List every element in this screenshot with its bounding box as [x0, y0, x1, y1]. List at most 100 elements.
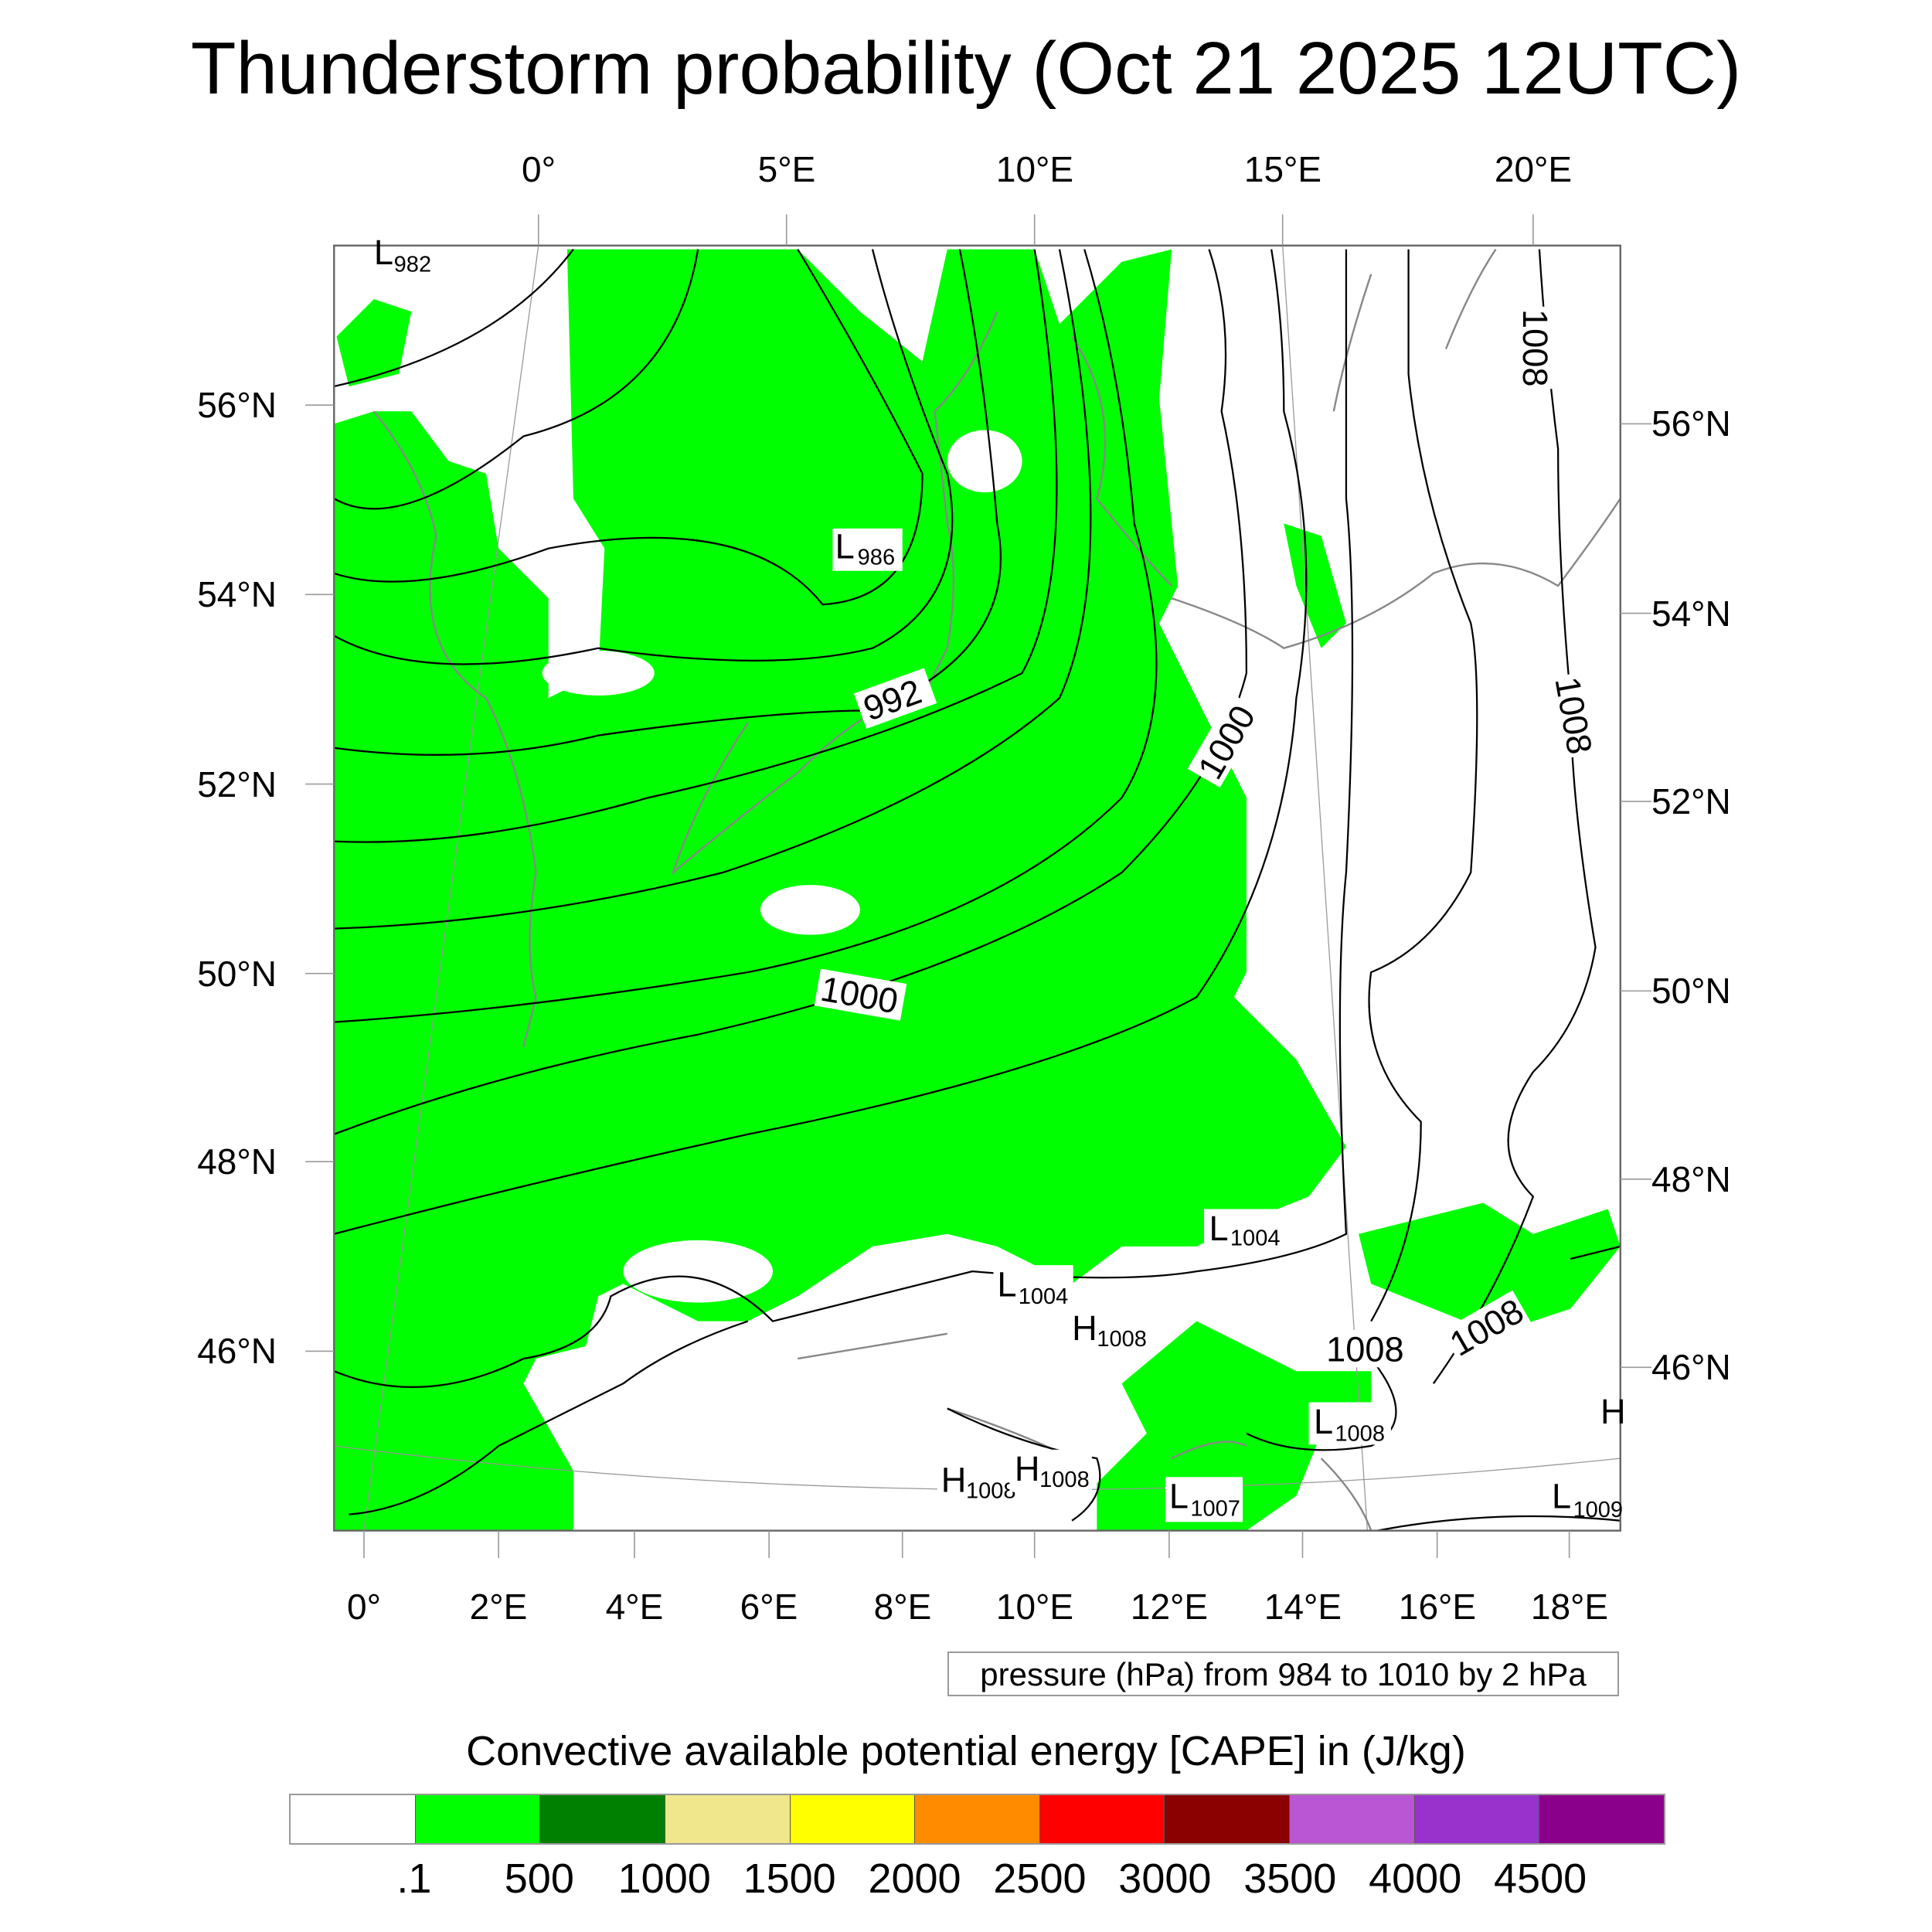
contour-label: L 1009 [1552, 1477, 1623, 1522]
contour-info-box: pressure (hPa) from 984 to 1010 by 2 hPa [947, 1651, 1619, 1696]
contour-labels: L 982 L 986 992 1000 1000 1008 1008 L 1004 … [374, 233, 1626, 1522]
lon-tick-label: 14°E [1264, 1587, 1342, 1627]
svg-text:1008: 1008 [1326, 1329, 1403, 1369]
contour-label: L 1004 [993, 1264, 1073, 1309]
cape-gap [760, 885, 860, 935]
lat-tick-label: 54°N [1651, 594, 1731, 634]
lon-tick-label: 15°E [1243, 149, 1322, 189]
contour-label: L 986 [832, 527, 903, 571]
svg-text:1008: 1008 [1097, 1327, 1147, 1352]
lat-tick-label: 52°N [197, 764, 277, 804]
map-frame [333, 244, 1621, 1532]
axis-ticks [305, 214, 1652, 1559]
chart-title: Thunderstorm probability (Oct 21 2025 12… [190, 27, 1742, 110]
contour-label: H 1008 [937, 1461, 1016, 1504]
colorbar-title: Convective available potential energy [C… [466, 1728, 1466, 1774]
colorbar-swatch [1414, 1795, 1540, 1843]
lon-tick-label: 6°E [740, 1587, 798, 1627]
colorbar-swatch [665, 1795, 791, 1843]
lat-tick-label: 48°N [197, 1141, 277, 1182]
lon-tick-label: 0° [522, 149, 556, 189]
coastlines [372, 248, 1621, 1532]
lon-tick-label: 20°E [1494, 149, 1573, 189]
lon-tick-label: 10°E [995, 149, 1074, 189]
lat-tick-label: 56°N [1651, 403, 1731, 444]
cape-gap [947, 430, 1022, 493]
lat-tick-label: 56°N [197, 385, 277, 425]
colorbar-tick-label: 4000 [1369, 1855, 1462, 1902]
lon-tick-label: 0° [347, 1587, 381, 1627]
lon-tick-label: 2°E [469, 1587, 528, 1627]
svg-text:H: H [1015, 1449, 1040, 1488]
colorbar-swatch [1039, 1795, 1165, 1843]
svg-text:1008: 1008 [966, 1479, 1016, 1504]
lat-tick-label: 54°N [197, 574, 277, 614]
colorbar-tick-label: 1000 [617, 1855, 711, 1902]
lat-tick-label: 48°N [1651, 1159, 1731, 1199]
colorbar-tick-label: 2500 [993, 1855, 1087, 1902]
contour-label: L 1004 [1204, 1209, 1284, 1250]
colorbar-swatch [415, 1795, 541, 1843]
colorbar-tick-label: .1 [396, 1855, 432, 1902]
cape-gap [623, 1240, 773, 1303]
colorbar-swatch [1290, 1795, 1415, 1843]
lon-tick-label: 4°E [605, 1587, 664, 1627]
svg-text:L: L [1209, 1209, 1229, 1248]
colorbar-tick-label: 4500 [1494, 1855, 1587, 1902]
lat-tick-label: 46°N [197, 1331, 277, 1371]
svg-text:982: 982 [394, 253, 431, 277]
svg-text:1004: 1004 [1019, 1284, 1069, 1309]
lat-tick-label: 46°N [1651, 1347, 1731, 1387]
cape-area-north [336, 299, 412, 386]
svg-text:L: L [374, 233, 393, 272]
svg-text:1007: 1007 [1190, 1496, 1240, 1521]
contour-label: H 1008 [1009, 1449, 1092, 1492]
svg-text:1008: 1008 [1039, 1468, 1090, 1492]
lon-tick-label: 8°E [873, 1587, 932, 1627]
cape-gap [542, 650, 655, 696]
contour-label: 1008 [1321, 1329, 1409, 1369]
cape-area-ne [1284, 523, 1346, 648]
colorbar-swatch [540, 1795, 665, 1843]
svg-text:H: H [941, 1461, 967, 1500]
lon-tick-label: 5°E [757, 149, 816, 189]
svg-text:L: L [1314, 1402, 1333, 1441]
lon-tick-label: 16°E [1398, 1587, 1477, 1627]
colorbar [289, 1794, 1665, 1845]
contour-label: 1008 [1547, 672, 1600, 759]
cape-area-east [1359, 1202, 1621, 1334]
lat-tick-label: 50°N [1651, 971, 1731, 1011]
svg-text:1004: 1004 [1230, 1226, 1281, 1250]
lon-tick-label: 10°E [995, 1587, 1074, 1627]
lon-tick-label: 12°E [1130, 1587, 1209, 1627]
contour-label: L 982 [374, 233, 431, 277]
contour-label: L 1007 [1165, 1477, 1243, 1522]
svg-text:1008: 1008 [1335, 1422, 1385, 1447]
contour-label: 1008 [1515, 306, 1555, 389]
svg-text:L: L [1169, 1477, 1189, 1516]
lat-tick-label: 52°N [1651, 781, 1731, 821]
contour-label: H 1008 [1068, 1308, 1151, 1352]
colorbar-tick-label: 3000 [1118, 1855, 1212, 1902]
colorbar-tick-label: 1500 [743, 1855, 836, 1902]
colorbar-swatch [1539, 1795, 1665, 1843]
svg-text:986: 986 [858, 546, 895, 570]
svg-text:H: H [1072, 1308, 1097, 1348]
colorbar-tick-label: 500 [504, 1855, 574, 1902]
colorbar-swatch [1165, 1795, 1291, 1843]
colorbar-swatch [291, 1795, 416, 1843]
svg-text:L: L [1552, 1477, 1571, 1516]
colorbar-tick-label: 2000 [868, 1855, 961, 1902]
svg-text:L: L [997, 1264, 1016, 1304]
svg-text:H: H [1600, 1392, 1626, 1431]
contour-label: H [1600, 1392, 1626, 1431]
colorbar-swatch [915, 1795, 1040, 1843]
svg-text:1008: 1008 [1515, 309, 1555, 386]
lat-tick-label: 50°N [197, 954, 277, 994]
lon-tick-label: 18°E [1530, 1587, 1609, 1627]
colorbar-tick-label: 3500 [1243, 1855, 1337, 1902]
isobars [333, 248, 1621, 1532]
svg-text:1009: 1009 [1573, 1498, 1623, 1522]
